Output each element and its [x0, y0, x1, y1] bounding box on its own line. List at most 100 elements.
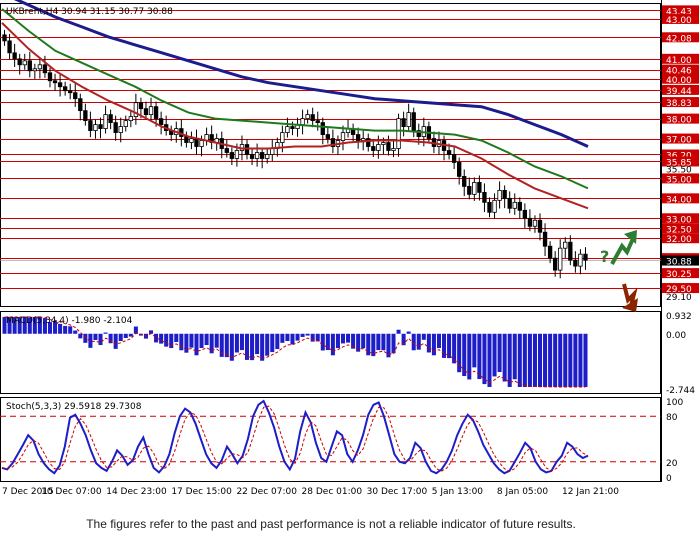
macd-histogram-bar — [447, 333, 452, 359]
macd-histogram-bar — [391, 333, 396, 354]
macd-tick-label: 0.00 — [666, 331, 686, 341]
macd-histogram-bar — [42, 318, 47, 334]
time-tick-label: 8 Jan 05:00 — [497, 487, 549, 497]
candle-body — [355, 134, 361, 141]
candle-body — [285, 126, 290, 133]
time-tick-label: 22 Dec 07:00 — [236, 487, 297, 497]
macd-histogram-bar — [219, 333, 224, 357]
current-price-label: 30.88 — [666, 258, 692, 268]
price-level-tag — [662, 173, 699, 184]
macd-histogram-bar — [53, 321, 58, 334]
candle-body — [376, 144, 381, 151]
candle-body — [568, 241, 573, 261]
candle-body — [502, 189, 507, 199]
price-level-tag — [662, 64, 699, 75]
candle-body — [133, 102, 139, 118]
candle-body — [199, 140, 204, 147]
candle-body — [189, 138, 194, 143]
price-tick-label: 41.00 — [666, 56, 692, 66]
macd-histogram-bar — [452, 333, 457, 364]
candle-body — [194, 138, 199, 147]
macd-histogram-bar — [573, 333, 578, 387]
price-tick-label: 43.00 — [666, 16, 692, 26]
candle-body — [325, 134, 331, 139]
macd-histogram-bar — [401, 333, 406, 346]
candle-body — [451, 154, 457, 163]
macd-histogram-bar — [17, 317, 22, 334]
macd-histogram-bar — [568, 333, 573, 387]
candle-body — [563, 241, 568, 249]
macd-histogram-bar — [305, 333, 310, 336]
candle-body — [148, 106, 154, 116]
macd-histogram-bar — [553, 333, 558, 387]
price-level-tag — [662, 213, 699, 224]
macd-histogram-bar — [255, 333, 260, 355]
moving-average-line — [13, 0, 589, 148]
price-level-tag — [662, 5, 699, 16]
candle-body — [583, 253, 588, 261]
candle-body — [537, 219, 543, 233]
macd-histogram-bar — [174, 333, 179, 343]
candle-body — [57, 82, 63, 88]
candle-body — [73, 92, 78, 100]
macd-histogram-bar — [123, 333, 128, 338]
macd-histogram-bar — [78, 333, 83, 339]
candle-body — [270, 148, 275, 155]
macd-histogram-bar — [250, 333, 255, 361]
candle-body — [42, 64, 48, 74]
candle-body — [229, 152, 235, 159]
candle-body — [371, 146, 376, 151]
macd-histogram-bar — [159, 333, 164, 344]
macd-histogram-bar — [295, 333, 300, 341]
candle-body — [108, 114, 113, 124]
macd-histogram-bar — [310, 333, 315, 342]
price-tick-label: 40.00 — [666, 76, 692, 86]
candle-body — [62, 86, 68, 92]
macd-histogram-bar — [543, 333, 548, 387]
macd-histogram-bar — [522, 333, 527, 387]
candle-body — [259, 152, 265, 159]
macd-tick-label: -2.744 — [666, 386, 695, 396]
time-tick-label: 12 Jan 21:00 — [562, 487, 619, 497]
macd-histogram-bar — [467, 333, 472, 380]
macd-histogram-bar — [149, 330, 154, 334]
moving-average-line — [1, 8, 589, 190]
macd-histogram-bar — [386, 333, 391, 358]
macd-histogram-bar — [184, 333, 189, 353]
macd-histogram-bar — [416, 333, 421, 350]
price-level-tag — [662, 97, 699, 108]
macd-histogram-bar — [315, 333, 320, 342]
price-level-tag — [662, 233, 699, 244]
macd-histogram-bar — [411, 333, 416, 351]
macd-histogram-bar — [558, 333, 563, 387]
candle-body — [2, 34, 7, 42]
stoch-tick-label: 100 — [666, 398, 683, 408]
macd-histogram-bar — [194, 333, 199, 356]
price-tick-label: 37.00 — [666, 136, 692, 146]
candle-body — [158, 118, 164, 125]
macd-histogram-bar — [224, 333, 229, 358]
price-tick-label: 38.83 — [666, 99, 692, 109]
candle-body — [78, 98, 83, 112]
candle-body — [290, 126, 295, 129]
candle-body — [27, 60, 32, 72]
stoch-signal-line — [1, 405, 589, 472]
up-arrow-shaft — [610, 233, 637, 265]
macd-histogram-bar — [346, 333, 351, 343]
macd-tick-label: 0.932 — [666, 312, 692, 322]
candle-body — [391, 148, 396, 151]
macd-histogram-bar — [548, 333, 553, 387]
candle-body — [310, 114, 315, 122]
price-tick-label: 38.00 — [666, 116, 692, 126]
candle-body — [254, 152, 260, 159]
macd-histogram-bar — [381, 333, 386, 351]
macd-histogram-bar — [325, 333, 330, 351]
macd-histogram-bar — [214, 333, 219, 348]
macd-histogram-bar — [335, 333, 340, 349]
macd-histogram-bar — [482, 333, 487, 385]
macd-histogram-bar — [285, 333, 290, 342]
stoch-pane-frame — [0, 397, 661, 482]
macd-histogram-bar — [507, 333, 512, 387]
candle-body — [406, 112, 411, 127]
macd-histogram-bar — [47, 322, 53, 334]
